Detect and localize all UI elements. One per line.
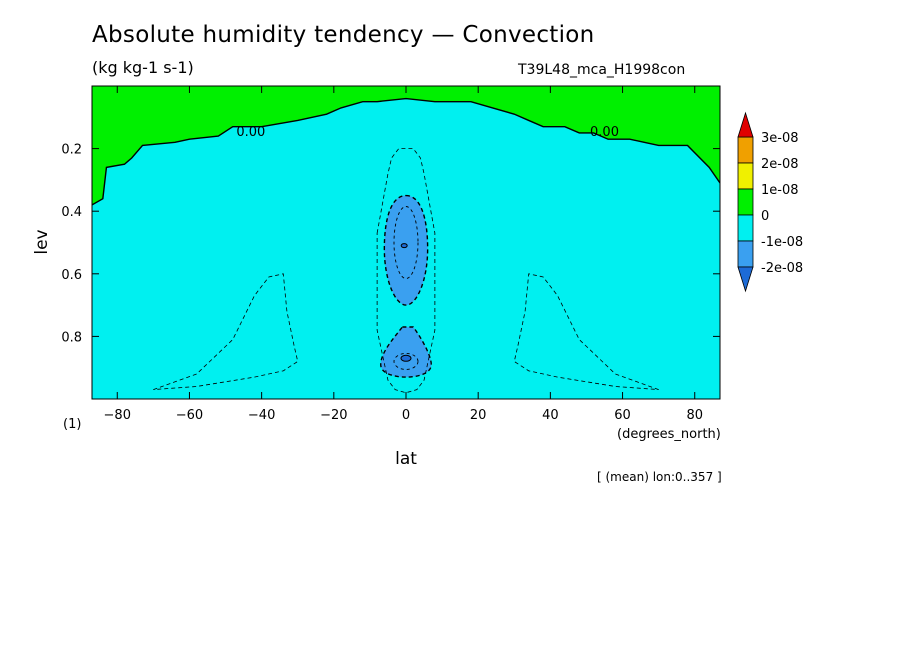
- colorbar-label: -2e-08: [761, 261, 803, 276]
- chart-units: (kg kg-1 s-1): [92, 58, 194, 77]
- x-axis-label: lat: [395, 449, 417, 469]
- chart-title: Absolute humidity tendency — Convection: [92, 22, 595, 48]
- dashed-contour-1: [376, 148, 436, 394]
- colorbar: 3e-08 2e-08 1e-08 0 -1e-08 -2e-08: [737, 111, 803, 293]
- green-region: [92, 86, 720, 205]
- y-axis-label: lev: [32, 229, 52, 254]
- zero-contour-label-2: 0.00: [590, 125, 619, 140]
- colorbar-label: 1e-08: [761, 183, 799, 198]
- x-tick-label: −40: [248, 408, 275, 423]
- zero-contour-line: [92, 97, 720, 206]
- colorbar-label: -1e-08: [761, 235, 803, 250]
- colorbar-label: 2e-08: [761, 157, 799, 172]
- x-tick-label: −20: [320, 408, 347, 423]
- colorbar-label: 0: [761, 209, 769, 224]
- x-tick-label: −80: [104, 408, 131, 423]
- x-tick-label: 80: [686, 408, 703, 423]
- colorbar-label: 3e-08: [761, 131, 799, 146]
- y-tick-label: 0.2: [61, 143, 82, 158]
- y-axis-units: (1): [63, 417, 81, 432]
- x-tick-label: −60: [176, 408, 203, 423]
- colorbar-segment: [737, 240, 754, 268]
- run-id: T39L48_mca_H1998con: [518, 62, 686, 78]
- x-tick-label: 60: [614, 408, 631, 423]
- x-tick-label: 40: [542, 408, 559, 423]
- x-tick-label: 20: [470, 408, 487, 423]
- colorbar-top-triangle: [737, 111, 754, 138]
- x-tick-label: 0: [402, 408, 410, 423]
- x-axis-units: (degrees_north): [617, 427, 721, 442]
- colorbar-segment: [737, 162, 754, 190]
- axes: −80 −60 −40 −20 0 20 40 60 80 0.2 0.4 0.6 0.8 lat (deg…: [32, 86, 721, 469]
- colorbar-segment: [737, 214, 754, 242]
- zero-contour-label-1: 0.00: [236, 125, 265, 140]
- plot-area: 0.00 0.00: [92, 86, 720, 399]
- y-tick-label: 0.4: [61, 205, 82, 220]
- footnote: [ (mean) lon:0..357 ]: [597, 470, 722, 484]
- minimum-core-upper: [400, 243, 408, 249]
- y-tick-label: 0.6: [61, 268, 82, 283]
- minimum-core-lower: [400, 354, 412, 362]
- colorbar-segment: [737, 136, 754, 164]
- minimum-region-lower: [380, 326, 432, 378]
- inner-contour-lower: [393, 352, 419, 370]
- inner-contour-upper: [393, 206, 419, 279]
- minimum-region-upper: [383, 194, 429, 306]
- colorbar-segment: [737, 188, 754, 216]
- y-tick-label: 0.8: [61, 330, 82, 345]
- colorbar-bottom-triangle: [737, 266, 754, 293]
